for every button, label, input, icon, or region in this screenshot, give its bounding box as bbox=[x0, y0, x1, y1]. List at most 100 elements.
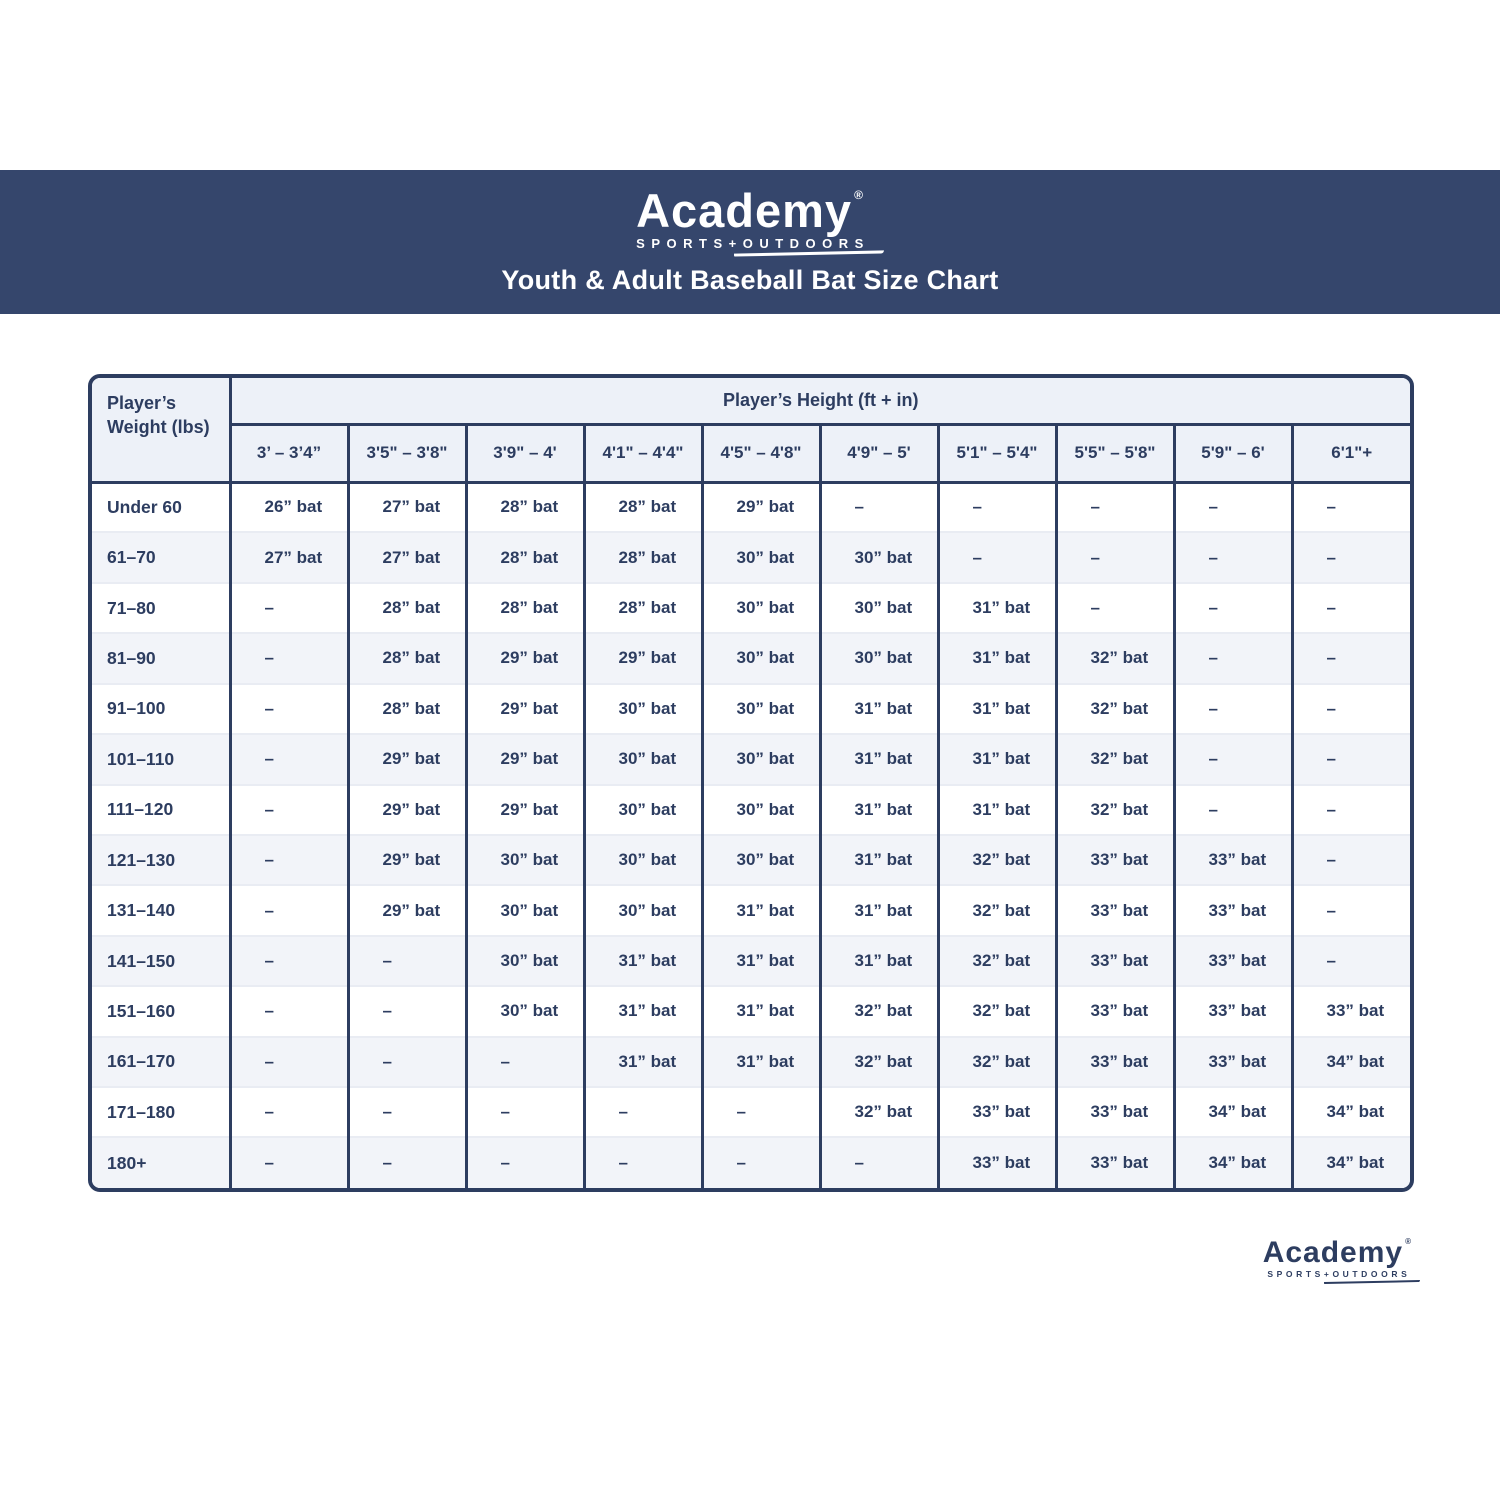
bat-size-cell: – bbox=[818, 1136, 938, 1188]
bat-size-cell: 33” bat bbox=[1290, 985, 1410, 1037]
bat-size-cell: 31” bat bbox=[936, 632, 1056, 684]
bat-size-cell: 31” bat bbox=[936, 682, 1056, 735]
bat-size-cell: 30” bat bbox=[582, 733, 702, 785]
bat-size-cell: 28” bat bbox=[346, 581, 466, 634]
bat-size-cell: – bbox=[936, 531, 1056, 583]
table-row: 171–180– – – – –32” bat 33” bat 33” bat 34” bat… bbox=[92, 1086, 1410, 1138]
bat-size-cell: – bbox=[346, 934, 466, 987]
bat-size-cell: 32” bat bbox=[1054, 632, 1174, 684]
footer-brand-tagline: SPORTS+OUTDOORS bbox=[1267, 1269, 1411, 1279]
bat-size-cell: 27” bat bbox=[228, 531, 348, 583]
bat-size-cell: 32” bat bbox=[818, 985, 938, 1037]
bat-size-table-wrap: Player’s Weight (lbs) Player’s Height (ft… bbox=[88, 374, 1414, 1192]
bat-size-cell: – bbox=[346, 1035, 466, 1088]
bat-size-cell: 29” bat bbox=[464, 682, 584, 735]
bat-size-cell: – bbox=[228, 733, 348, 785]
bat-size-cell: 31” bat bbox=[582, 934, 702, 987]
bat-size-cell: 28” bat bbox=[582, 482, 702, 533]
bat-size-cell: – bbox=[1290, 531, 1410, 583]
height-column-header: 3’ – 3’4” bbox=[228, 424, 348, 484]
bat-size-cell: – bbox=[1172, 783, 1292, 835]
weight-row-label: 131–140 bbox=[92, 884, 230, 936]
bat-size-cell: – bbox=[346, 1136, 466, 1188]
height-column-header: 5'9" – 6' bbox=[1172, 424, 1292, 484]
bat-size-cell: 28” bat bbox=[346, 632, 466, 684]
bat-size-cell: 27” bat bbox=[346, 531, 466, 583]
bat-size-cell: 32” bat bbox=[1054, 733, 1174, 785]
bat-size-cell: – bbox=[228, 884, 348, 936]
bat-size-cell: 30” bat bbox=[700, 531, 820, 583]
height-group-header: Player’s Height (ft + in) bbox=[228, 378, 1410, 426]
page-title: Youth & Adult Baseball Bat Size Chart bbox=[501, 265, 999, 295]
weight-corner-header: Player’s Weight (lbs) bbox=[92, 378, 230, 484]
bat-size-cell: – bbox=[1290, 632, 1410, 684]
bat-size-cell: 30” bat bbox=[700, 783, 820, 835]
bat-size-cell: 30” bat bbox=[818, 531, 938, 583]
bat-size-cell: 33” bat bbox=[1054, 884, 1174, 936]
bat-size-cell: – bbox=[228, 682, 348, 735]
weight-row-label: 171–180 bbox=[92, 1086, 230, 1138]
bat-size-cell: – bbox=[1054, 531, 1174, 583]
bat-size-cell: 30” bat bbox=[464, 934, 584, 987]
bat-size-cell: – bbox=[1172, 632, 1292, 684]
table-header: Player’s Weight (lbs) Player’s Height (ft… bbox=[92, 378, 1410, 484]
bat-size-cell: 32” bat bbox=[936, 1035, 1056, 1088]
bat-size-cell: 30” bat bbox=[700, 733, 820, 785]
weight-row-label: 91–100 bbox=[92, 682, 230, 735]
bat-size-cell: – bbox=[228, 985, 348, 1037]
bat-size-cell: 30” bat bbox=[582, 833, 702, 886]
bat-size-cell: – bbox=[582, 1136, 702, 1188]
bat-size-cell: 32” bat bbox=[818, 1086, 938, 1138]
bat-size-cell: 31” bat bbox=[700, 985, 820, 1037]
bat-size-cell: 33” bat bbox=[1054, 833, 1174, 886]
table-row: 151–160– –30” bat 31” bat 31” bat 32” bat 32”… bbox=[92, 985, 1410, 1037]
bat-size-cell: 30” bat bbox=[464, 985, 584, 1037]
bat-size-cell: 33” bat bbox=[1172, 1035, 1292, 1088]
bat-size-cell: 33” bat bbox=[1054, 1136, 1174, 1188]
bat-size-cell: – bbox=[1290, 833, 1410, 886]
bat-size-cell: 33” bat bbox=[1172, 884, 1292, 936]
weight-row-label: 61–70 bbox=[92, 531, 230, 583]
bat-size-cell: – bbox=[1172, 682, 1292, 735]
table-row: 161–170– – –31” bat 31” bat 32” bat 32” bat 33… bbox=[92, 1035, 1410, 1088]
weight-row-label: 101–110 bbox=[92, 733, 230, 785]
bat-size-cell: – bbox=[228, 783, 348, 835]
weight-row-label: 151–160 bbox=[92, 985, 230, 1037]
footer-brand-name: Academy ® bbox=[1263, 1238, 1412, 1268]
bat-size-cell: 33” bat bbox=[1054, 985, 1174, 1037]
table-row: Under 60 26” bat 27” bat 28” bat 28” bat 29” … bbox=[92, 482, 1410, 533]
bat-size-cell: – bbox=[346, 985, 466, 1037]
bat-size-cell: 29” bat bbox=[464, 783, 584, 835]
bat-size-cell: 32” bat bbox=[818, 1035, 938, 1088]
academy-logo: Academy ® SPORTS+OUTDOORS bbox=[630, 187, 884, 257]
weight-row-label: 180+ bbox=[92, 1136, 230, 1188]
bat-size-cell: 30” bat bbox=[700, 581, 820, 634]
table-row: 141–150– –30” bat 31” bat 31” bat 31” bat 32”… bbox=[92, 934, 1410, 987]
bat-size-cell: 30” bat bbox=[464, 833, 584, 886]
brand-tagline: SPORTS+OUTDOORS bbox=[636, 236, 870, 251]
table-row: 91–100–28” bat 29” bat 30” bat 30” bat 31” b… bbox=[92, 682, 1410, 735]
bat-size-cell: 30” bat bbox=[582, 783, 702, 835]
table-row: 180+ – – – – – –33” bat 33” bat 34” bat 34” bat bbox=[92, 1136, 1410, 1188]
bat-size-cell: – bbox=[1172, 733, 1292, 785]
bat-size-cell: 28” bat bbox=[346, 682, 466, 735]
bat-size-cell: 29” bat bbox=[582, 632, 702, 684]
bat-size-cell: 28” bat bbox=[464, 531, 584, 583]
bat-size-cell: 34” bat bbox=[1290, 1035, 1410, 1088]
bat-size-cell: – bbox=[228, 1136, 348, 1188]
weight-row-label: Under 60 bbox=[107, 496, 182, 517]
bat-size-cell: 34” bat bbox=[1290, 1136, 1410, 1188]
weight-row-label: 111–120 bbox=[92, 783, 230, 835]
weight-row-label: 161–170 bbox=[92, 1035, 230, 1088]
footer-registered-mark: ® bbox=[1405, 1237, 1412, 1246]
bat-size-cell: 30” bat bbox=[700, 682, 820, 735]
bat-size-cell: – bbox=[464, 1136, 584, 1188]
brand-band: Academy ® SPORTS+OUTDOORS Youth & Adult B… bbox=[0, 170, 1500, 314]
bat-size-cell: 34” bat bbox=[1172, 1136, 1292, 1188]
height-column-header: 4'5" – 4'8" bbox=[700, 424, 820, 484]
bat-size-cell: – bbox=[582, 1086, 702, 1138]
bat-size-cell: 32” bat bbox=[1054, 783, 1174, 835]
bat-size-cell: 31” bat bbox=[936, 783, 1056, 835]
height-column-header: 6'1"+ bbox=[1290, 424, 1410, 484]
bat-size-cell: – bbox=[818, 482, 938, 533]
